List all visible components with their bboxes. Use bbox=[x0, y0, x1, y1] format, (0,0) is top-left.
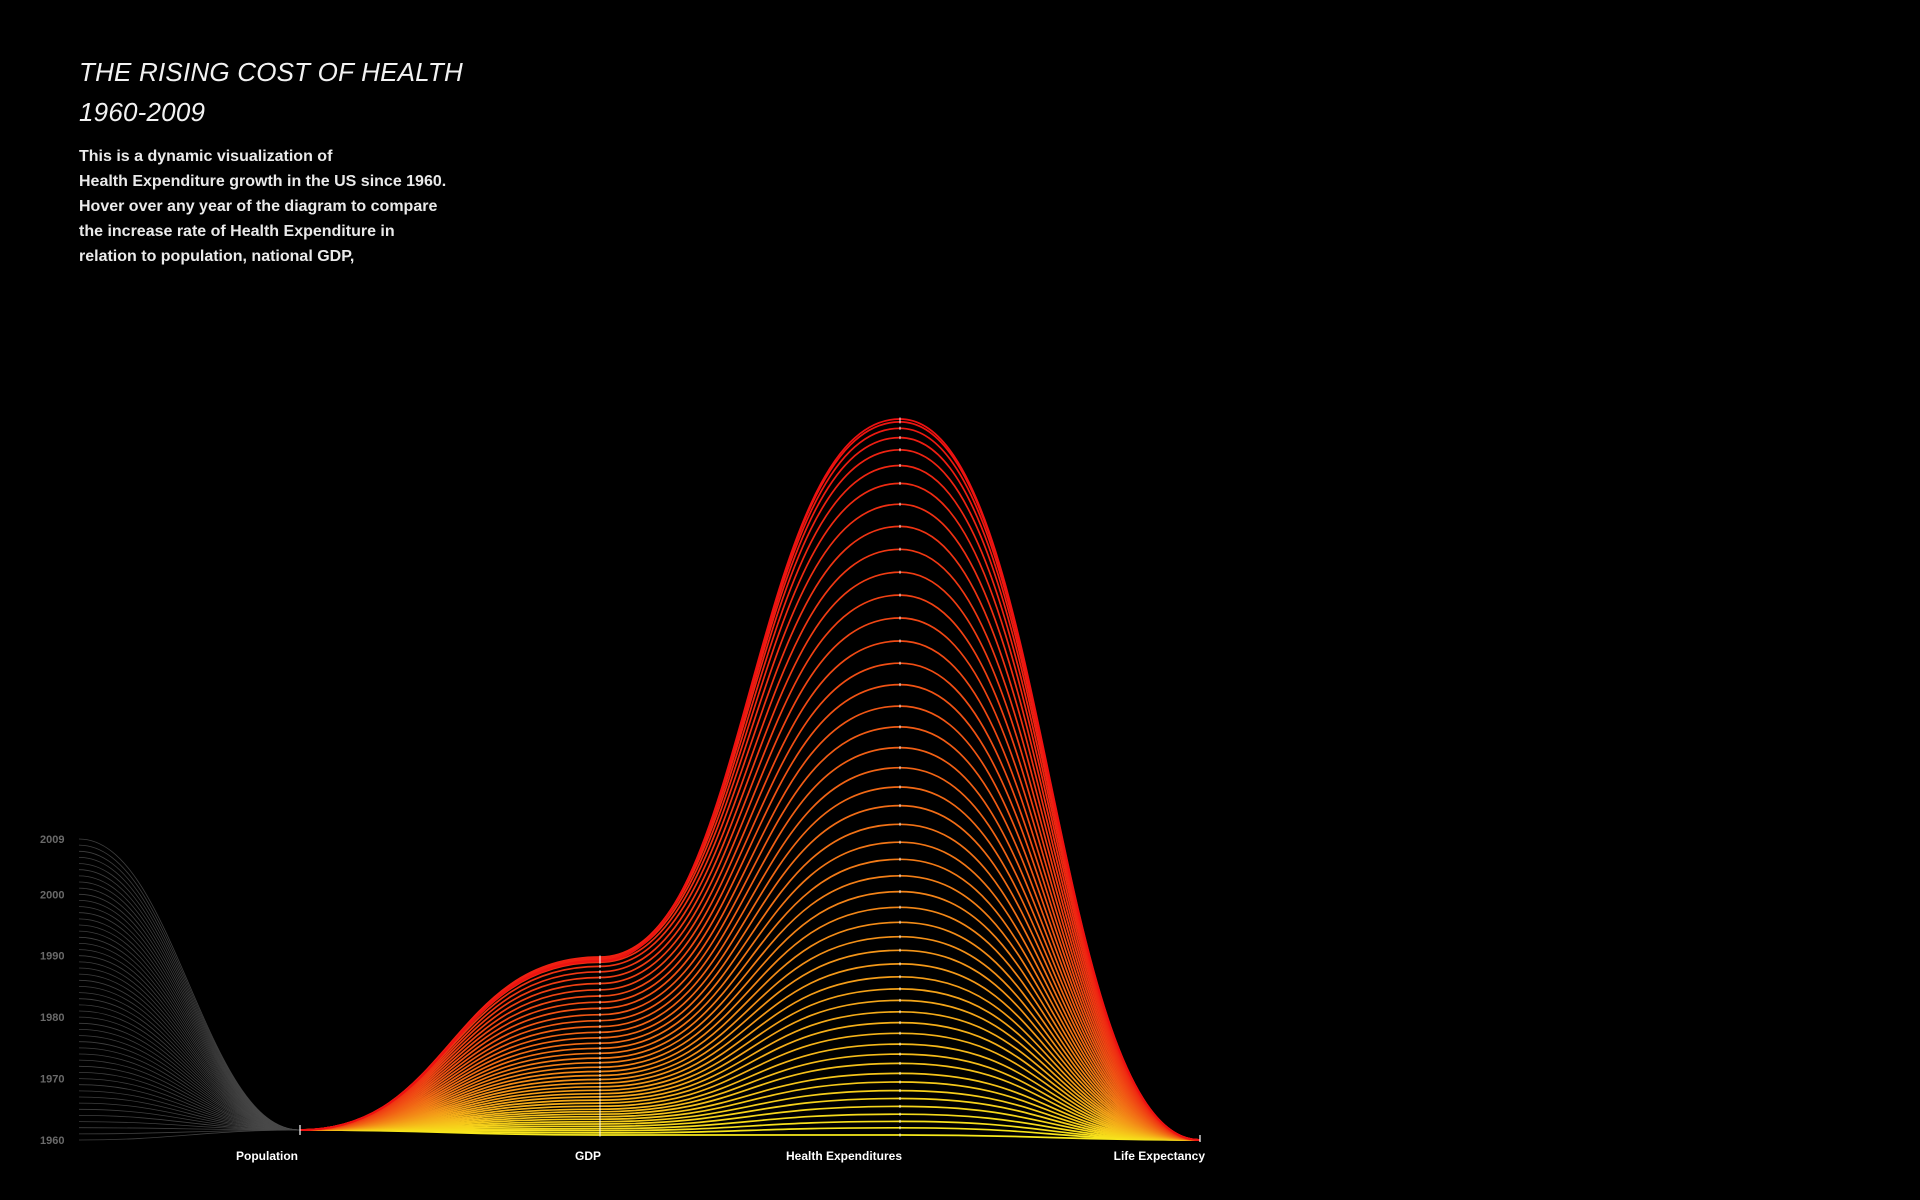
population-line-1995 bbox=[78, 924, 301, 1131]
year-tick-label: 1970 bbox=[40, 1074, 64, 1086]
year-line-1960[interactable] bbox=[299, 1129, 1201, 1141]
year-line-1984[interactable] bbox=[299, 874, 1201, 1141]
year-line-1985[interactable] bbox=[299, 858, 1201, 1141]
population-line-2001 bbox=[78, 887, 301, 1131]
year-scale: 2009 2000 1990 1980 1970 1960 bbox=[40, 834, 301, 1147]
year-line-2000[interactable] bbox=[299, 548, 1201, 1141]
year-line-1967[interactable] bbox=[299, 1081, 1201, 1141]
year-line-1986[interactable] bbox=[299, 841, 1201, 1141]
year-line-1973[interactable] bbox=[299, 1021, 1201, 1141]
year-line-1998[interactable] bbox=[299, 594, 1201, 1141]
population-line-2005 bbox=[78, 863, 301, 1131]
year-tick-label: 1990 bbox=[40, 951, 64, 963]
year-line-1961[interactable] bbox=[299, 1126, 1201, 1141]
year-line-2001[interactable] bbox=[299, 525, 1201, 1141]
year-line-1968[interactable] bbox=[299, 1072, 1201, 1141]
year-line-1976[interactable] bbox=[299, 988, 1201, 1141]
year-line-1994[interactable] bbox=[299, 683, 1201, 1141]
population-line-1961 bbox=[78, 1129, 301, 1135]
year-line-1989[interactable] bbox=[299, 786, 1201, 1141]
intro-line: relation to population, national GDP, bbox=[79, 248, 355, 265]
year-line-1974[interactable] bbox=[299, 1010, 1201, 1141]
intro-line: Health Expenditure growth in the US sinc… bbox=[79, 173, 447, 190]
year-line-1965[interactable] bbox=[299, 1097, 1201, 1141]
population-line-1985 bbox=[78, 986, 301, 1131]
year-line-1975[interactable] bbox=[299, 999, 1201, 1141]
year-line-1969[interactable] bbox=[299, 1062, 1201, 1141]
page-subtitle: 1960-2009 bbox=[79, 97, 206, 127]
year-line-1993[interactable] bbox=[299, 705, 1201, 1141]
year-line-1991[interactable] bbox=[299, 746, 1201, 1141]
year-line-1981[interactable] bbox=[299, 921, 1201, 1141]
year-line-1964[interactable] bbox=[299, 1105, 1201, 1141]
year-line-1990[interactable] bbox=[299, 766, 1201, 1141]
year-line-1992[interactable] bbox=[299, 726, 1201, 1141]
year-line-1982[interactable] bbox=[299, 906, 1201, 1141]
axis-label-population: Population bbox=[236, 1149, 298, 1163]
year-line-1962[interactable] bbox=[299, 1120, 1201, 1141]
year-line-1980[interactable] bbox=[299, 935, 1201, 1141]
year-tick-label: 2009 bbox=[40, 834, 64, 846]
axis-label-gdp: GDP bbox=[575, 1149, 601, 1163]
year-line-1987[interactable] bbox=[299, 823, 1201, 1141]
year-line-1996[interactable] bbox=[299, 640, 1201, 1141]
year-lines[interactable] bbox=[299, 418, 1201, 1141]
intro-line: Hover over any year of the diagram to co… bbox=[79, 198, 438, 215]
intro-text: This is a dynamic visualization of Healt… bbox=[79, 144, 599, 269]
year-line-1977[interactable] bbox=[299, 975, 1201, 1141]
population-line-2000 bbox=[78, 893, 301, 1131]
axis-label-life-expectancy: Life Expectancy bbox=[1114, 1149, 1206, 1163]
year-line-1972[interactable] bbox=[299, 1032, 1201, 1141]
year-line-1978[interactable] bbox=[299, 963, 1201, 1141]
population-line-2009 bbox=[78, 838, 301, 1131]
population-line-2008 bbox=[78, 844, 301, 1131]
population-line-1982 bbox=[78, 1004, 301, 1131]
axis-ticks bbox=[299, 417, 1201, 1142]
page-title: THE RISING COST OF HEALTH bbox=[79, 57, 463, 87]
header: THE RISING COST OF HEALTH 1960-2009 This… bbox=[79, 52, 599, 269]
intro-line: the increase rate of Health Expenditure … bbox=[79, 223, 395, 240]
axis-labels: Population GDP Health Expenditures Life Exp… bbox=[236, 1149, 1205, 1163]
year-line-1963[interactable] bbox=[299, 1113, 1201, 1141]
population-line-1960 bbox=[78, 1129, 301, 1141]
population-line-1994 bbox=[78, 930, 301, 1131]
year-tick-label: 2000 bbox=[40, 889, 64, 901]
population-line-1997 bbox=[78, 912, 301, 1131]
year-line-1995[interactable] bbox=[299, 662, 1201, 1141]
year-line-1999[interactable] bbox=[299, 571, 1201, 1141]
year-line-1966[interactable] bbox=[299, 1089, 1201, 1141]
population-line-2004 bbox=[78, 869, 301, 1131]
population-line-1992 bbox=[78, 943, 301, 1131]
axis-label-health-expenditures: Health Expenditures bbox=[786, 1149, 902, 1163]
population-line-1978 bbox=[78, 1029, 301, 1131]
year-tick-label: 1960 bbox=[40, 1135, 64, 1147]
year-tick-label: 1980 bbox=[40, 1012, 64, 1024]
year-line-2002[interactable] bbox=[299, 503, 1201, 1141]
year-line-1971[interactable] bbox=[299, 1043, 1201, 1141]
year-line-1988[interactable] bbox=[299, 804, 1201, 1141]
year-line-1970[interactable] bbox=[299, 1053, 1201, 1141]
year-line-1979[interactable] bbox=[299, 949, 1201, 1141]
year-line-2005[interactable] bbox=[299, 448, 1201, 1141]
year-line-1983[interactable] bbox=[299, 890, 1201, 1141]
year-line-2009[interactable] bbox=[299, 418, 1201, 1141]
year-line-1997[interactable] bbox=[299, 617, 1201, 1141]
intro-line: This is a dynamic visualization of bbox=[79, 148, 333, 165]
population-line-1990 bbox=[78, 955, 301, 1131]
